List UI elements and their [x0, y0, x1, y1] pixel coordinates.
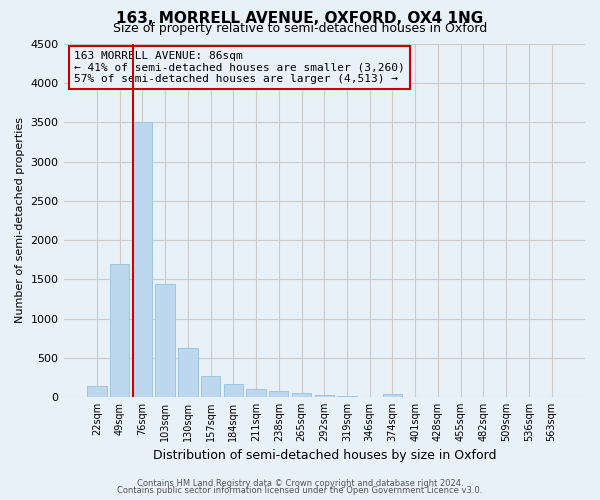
- Bar: [201, 376, 220, 397]
- Bar: [178, 348, 197, 397]
- Text: Contains public sector information licensed under the Open Government Licence v3: Contains public sector information licen…: [118, 486, 482, 495]
- Text: 163, MORRELL AVENUE, OXFORD, OX4 1NG: 163, MORRELL AVENUE, OXFORD, OX4 1NG: [116, 11, 484, 26]
- Text: Size of property relative to semi-detached houses in Oxford: Size of property relative to semi-detach…: [113, 22, 487, 35]
- Text: 163 MORRELL AVENUE: 86sqm
← 41% of semi-detached houses are smaller (3,260)
57% : 163 MORRELL AVENUE: 86sqm ← 41% of semi-…: [74, 51, 405, 84]
- Bar: [292, 394, 311, 397]
- Bar: [155, 284, 175, 397]
- Bar: [110, 264, 130, 397]
- Bar: [247, 390, 266, 397]
- Bar: [224, 384, 243, 397]
- Bar: [314, 396, 334, 397]
- Text: Contains HM Land Registry data © Crown copyright and database right 2024.: Contains HM Land Registry data © Crown c…: [137, 478, 463, 488]
- X-axis label: Distribution of semi-detached houses by size in Oxford: Distribution of semi-detached houses by …: [152, 450, 496, 462]
- Bar: [133, 122, 152, 397]
- Bar: [337, 396, 356, 397]
- Bar: [87, 386, 107, 397]
- Y-axis label: Number of semi-detached properties: Number of semi-detached properties: [15, 118, 25, 324]
- Bar: [269, 392, 289, 397]
- Bar: [383, 394, 402, 397]
